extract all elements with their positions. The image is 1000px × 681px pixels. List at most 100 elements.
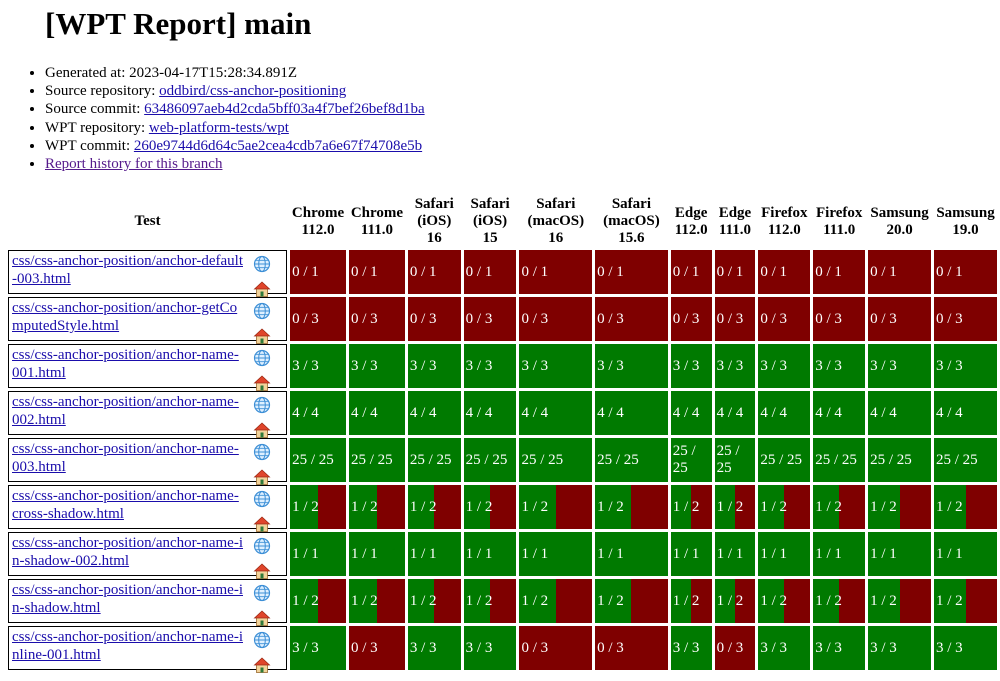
- pass-segment: [463, 579, 491, 623]
- result-label: 1 / 1: [521, 545, 549, 562]
- fail-segment: [407, 297, 461, 341]
- browser-name: Samsung: [870, 204, 929, 221]
- test-link[interactable]: css/css-anchor-position/anchor-default-0…: [12, 253, 243, 287]
- globe-icon[interactable]: [253, 443, 271, 466]
- house-icon[interactable]: [253, 327, 271, 350]
- browser-version: 20.0: [886, 221, 913, 238]
- result-bar: [714, 579, 756, 623]
- result-bar: [868, 626, 932, 670]
- test-cell: css/css-anchor-position/anchor-name-inli…: [8, 626, 288, 673]
- result-cell: 4 / 4: [934, 391, 997, 435]
- fail-segment: [434, 579, 461, 623]
- result-label: 25 / 25: [521, 451, 564, 468]
- result-label: 25 / 25: [350, 451, 393, 468]
- globe-icon[interactable]: [253, 537, 271, 560]
- house-icon[interactable]: [253, 280, 271, 303]
- result-bar: [670, 485, 712, 529]
- pass-segment: [868, 485, 900, 529]
- globe-icon[interactable]: [253, 255, 271, 278]
- globe-icon[interactable]: [253, 302, 271, 325]
- report-history-link[interactable]: Report history for this branch: [45, 156, 223, 173]
- pass-segment: [407, 344, 461, 388]
- result-bar: [348, 250, 405, 294]
- result-label: 1 / 1: [465, 545, 493, 562]
- browser-column-header: Firefox 112.0: [758, 196, 810, 247]
- result-cell: 25 / 25: [670, 438, 712, 482]
- pass-segment: [595, 532, 668, 576]
- result-bar: [758, 626, 811, 670]
- result-cell: 1 / 2: [463, 579, 517, 623]
- result-cell: 1 / 1: [868, 532, 932, 576]
- pass-segment: [670, 532, 712, 576]
- wpt-commit-item: WPT commit: 260e9744d6d64c5ae2cea4cdb7a6…: [45, 137, 425, 155]
- result-cell: 1 / 2: [813, 579, 866, 623]
- globe-icon[interactable]: [253, 584, 271, 607]
- result-label: 3 / 3: [350, 357, 378, 374]
- result-label: 0 / 1: [936, 263, 963, 280]
- result-cell: 25 / 25: [868, 438, 932, 482]
- result-cell: 1 / 1: [463, 532, 517, 576]
- result-cell: 3 / 3: [813, 344, 866, 388]
- result-cell: 1 / 1: [758, 532, 811, 576]
- result-label: 0 / 1: [760, 263, 788, 280]
- fail-segment: [965, 579, 997, 623]
- result-bar: [348, 579, 405, 623]
- source-commit-link[interactable]: 63486097aeb4d2cda5bff03a4f7bef26bef8d1ba: [144, 101, 425, 118]
- globe-icon[interactable]: [253, 349, 271, 372]
- result-bar: [813, 250, 866, 294]
- result-cell: 3 / 3: [290, 344, 346, 388]
- result-cell: 1 / 2: [407, 485, 461, 529]
- result-label: 1 / 2: [465, 592, 493, 609]
- wpt-repository-link[interactable]: web-platform-tests/wpt: [148, 119, 289, 136]
- result-bar: [407, 391, 461, 435]
- result-label: 25 / 25: [936, 451, 978, 468]
- house-icon[interactable]: [253, 374, 271, 397]
- table-row: css/css-anchor-position/anchor-name-inli…: [8, 626, 997, 673]
- result-cell: 1 / 2: [670, 579, 712, 623]
- source-commit-item: Source commit: 63486097aeb4d2cda5bff03a4…: [45, 100, 425, 118]
- house-icon[interactable]: [253, 609, 271, 632]
- browser-name: Firefox: [816, 204, 863, 221]
- result-bar: [290, 532, 346, 576]
- house-icon[interactable]: [253, 515, 271, 538]
- browser-version: 16: [548, 230, 564, 246]
- result-cell: 1 / 1: [407, 532, 461, 576]
- test-link[interactable]: css/css-anchor-position/anchor-name-in-s…: [12, 582, 243, 616]
- result-cell: 0 / 1: [463, 250, 517, 294]
- fail-segment: [839, 485, 866, 529]
- test-link[interactable]: css/css-anchor-position/anchor-name-003.…: [12, 441, 239, 475]
- pass-segment: [714, 344, 756, 388]
- test-link[interactable]: css/css-anchor-position/anchor-name-in-s…: [12, 535, 243, 569]
- pass-segment: [407, 532, 461, 576]
- fail-segment: [714, 250, 756, 294]
- test-link[interactable]: css/css-anchor-position/anchor-name-inli…: [12, 629, 243, 663]
- result-label: 1 / 2: [292, 592, 319, 609]
- result-bar: [714, 391, 756, 435]
- pass-segment: [407, 485, 435, 529]
- result-cell: 1 / 2: [758, 485, 811, 529]
- result-bar: [813, 579, 866, 623]
- globe-icon[interactable]: [253, 396, 271, 419]
- result-label: 25 / 25: [465, 451, 508, 468]
- source-commit-label: Source commit:: [45, 101, 145, 118]
- wpt-repository-label: WPT repository:: [45, 119, 149, 136]
- house-icon[interactable]: [253, 656, 271, 679]
- result-cell: 1 / 2: [595, 579, 668, 623]
- globe-icon[interactable]: [253, 631, 271, 654]
- table-row: css/css-anchor-position/anchor-name-003.…: [8, 438, 997, 485]
- result-cell: 1 / 2: [348, 579, 405, 623]
- globe-icon[interactable]: [253, 490, 271, 513]
- test-link[interactable]: css/css-anchor-position/anchor-name-002.…: [12, 394, 239, 428]
- wpt-commit-link[interactable]: 260e9744d6d64c5ae2cea4cdb7a6e67f74708e5b: [133, 137, 423, 154]
- test-link[interactable]: css/css-anchor-position/anchor-name-cros…: [12, 488, 239, 522]
- house-icon[interactable]: [253, 468, 271, 491]
- result-cell: 4 / 4: [714, 391, 756, 435]
- test-link[interactable]: css/css-anchor-position/anchor-name-001.…: [12, 347, 239, 381]
- source-repository-link[interactable]: oddbird/css-anchor-positioning: [159, 83, 347, 100]
- house-icon[interactable]: [253, 421, 271, 444]
- result-cell: 3 / 3: [670, 344, 712, 388]
- browser-name: Samsung: [936, 204, 995, 221]
- house-icon[interactable]: [253, 562, 271, 585]
- result-cell: 0 / 3: [463, 297, 517, 341]
- test-link[interactable]: css/css-anchor-position/anchor-getComput…: [12, 300, 238, 334]
